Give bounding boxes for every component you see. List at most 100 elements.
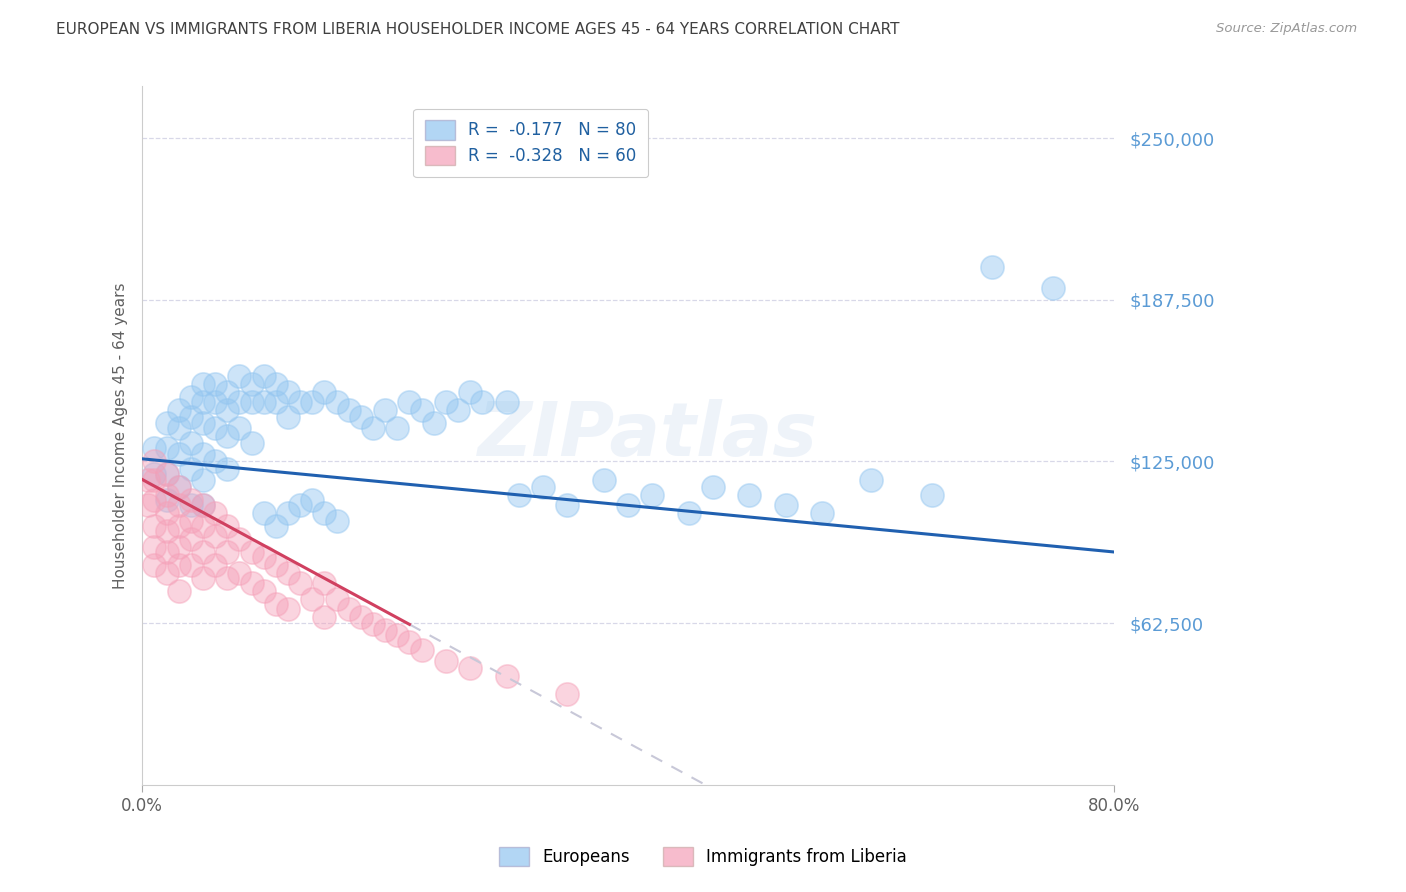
Point xyxy=(155,493,177,508)
Point xyxy=(204,395,226,409)
Point xyxy=(422,416,444,430)
Point xyxy=(180,462,202,476)
Point xyxy=(191,447,214,461)
Point xyxy=(155,545,177,559)
Point xyxy=(447,402,470,417)
Text: ZIPatlas: ZIPatlas xyxy=(478,399,817,472)
Point xyxy=(921,488,943,502)
Point xyxy=(167,480,190,494)
Point xyxy=(143,442,166,456)
Legend: R =  -0.177   N = 80, R =  -0.328   N = 60: R = -0.177 N = 80, R = -0.328 N = 60 xyxy=(413,109,648,178)
Point xyxy=(374,623,396,637)
Point xyxy=(191,499,214,513)
Point xyxy=(143,519,166,533)
Point xyxy=(180,493,202,508)
Point xyxy=(301,395,323,409)
Point xyxy=(374,402,396,417)
Point xyxy=(217,384,239,399)
Point xyxy=(458,384,481,399)
Point xyxy=(301,591,323,606)
Point xyxy=(253,583,276,598)
Point xyxy=(138,499,160,513)
Point xyxy=(217,545,239,559)
Point xyxy=(167,558,190,572)
Point xyxy=(204,558,226,572)
Point xyxy=(288,576,311,591)
Point xyxy=(167,447,190,461)
Point xyxy=(277,602,299,616)
Point xyxy=(143,467,166,482)
Point xyxy=(204,376,226,391)
Point xyxy=(204,506,226,520)
Point xyxy=(411,402,433,417)
Point xyxy=(155,524,177,539)
Point xyxy=(180,499,202,513)
Point xyxy=(204,454,226,468)
Point xyxy=(143,558,166,572)
Point xyxy=(191,499,214,513)
Point xyxy=(240,436,263,450)
Point xyxy=(180,390,202,404)
Point xyxy=(167,499,190,513)
Point xyxy=(314,609,336,624)
Point xyxy=(191,571,214,585)
Point xyxy=(350,410,373,425)
Point xyxy=(155,416,177,430)
Point xyxy=(434,395,457,409)
Point xyxy=(531,480,554,494)
Point xyxy=(411,643,433,657)
Point xyxy=(288,499,311,513)
Point xyxy=(167,540,190,554)
Point xyxy=(1042,281,1064,295)
Legend: Europeans, Immigrants from Liberia: Europeans, Immigrants from Liberia xyxy=(491,838,915,875)
Point xyxy=(217,519,239,533)
Point xyxy=(191,473,214,487)
Point xyxy=(217,428,239,442)
Point xyxy=(314,576,336,591)
Point xyxy=(143,473,166,487)
Point xyxy=(325,591,347,606)
Point xyxy=(191,545,214,559)
Point xyxy=(398,635,420,649)
Point xyxy=(678,506,700,520)
Point xyxy=(217,571,239,585)
Point xyxy=(167,519,190,533)
Point xyxy=(458,661,481,675)
Point xyxy=(277,506,299,520)
Point xyxy=(180,558,202,572)
Point xyxy=(167,480,190,494)
Y-axis label: Householder Income Ages 45 - 64 years: Householder Income Ages 45 - 64 years xyxy=(114,282,128,589)
Point xyxy=(738,488,761,502)
Point xyxy=(191,395,214,409)
Point xyxy=(253,395,276,409)
Point xyxy=(253,369,276,384)
Point xyxy=(361,421,384,435)
Point xyxy=(350,609,373,624)
Point xyxy=(180,436,202,450)
Point xyxy=(337,402,360,417)
Point xyxy=(240,576,263,591)
Point xyxy=(277,410,299,425)
Point xyxy=(325,514,347,528)
Point xyxy=(155,467,177,482)
Point xyxy=(143,454,166,468)
Point xyxy=(775,499,797,513)
Point xyxy=(508,488,530,502)
Point xyxy=(264,395,287,409)
Point xyxy=(314,506,336,520)
Point xyxy=(387,421,409,435)
Point xyxy=(859,473,882,487)
Point xyxy=(434,654,457,668)
Point xyxy=(228,532,250,546)
Point xyxy=(264,558,287,572)
Point xyxy=(180,514,202,528)
Point xyxy=(217,462,239,476)
Point xyxy=(981,260,1004,275)
Point xyxy=(301,493,323,508)
Point xyxy=(143,540,166,554)
Point xyxy=(264,376,287,391)
Point xyxy=(228,421,250,435)
Point xyxy=(228,566,250,580)
Point xyxy=(495,669,517,683)
Point xyxy=(361,617,384,632)
